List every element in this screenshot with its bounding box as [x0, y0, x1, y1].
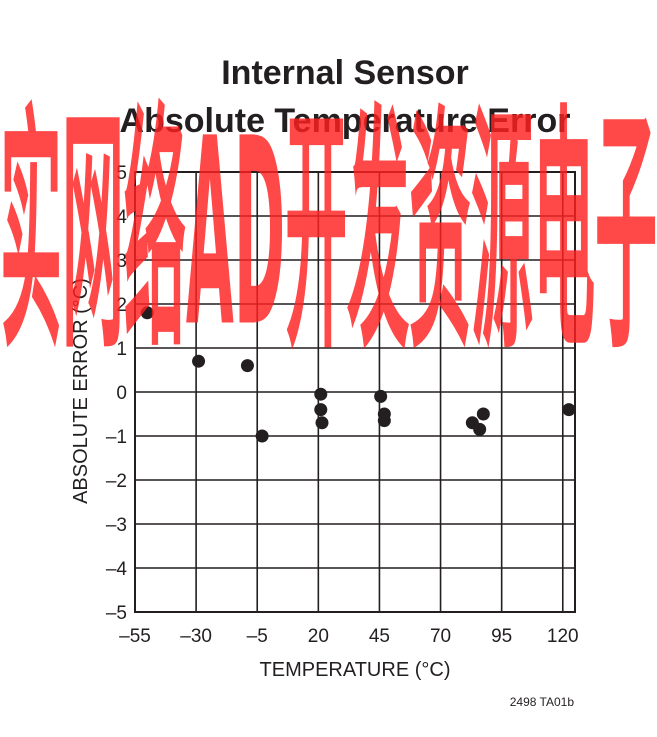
data-point-2	[240, 359, 254, 373]
x-tick-label-2: –5	[247, 626, 268, 647]
data-point-7	[374, 389, 388, 403]
x-tick-label-5: 70	[430, 626, 451, 647]
data-point-12	[476, 407, 490, 421]
x-tick-label-6: 95	[491, 626, 512, 647]
x-axis-label: TEMPERATURE (°C)	[260, 659, 451, 681]
y-tick-label-5: 0	[116, 383, 127, 404]
y-tick-label-9: –4	[106, 559, 128, 580]
y-tick-label-2: 3	[116, 251, 127, 272]
y-tick-label-7: –2	[106, 471, 127, 492]
y-axis-label: ABSOLUTE ERROR (°C)	[70, 278, 92, 504]
data-point-13	[562, 403, 576, 417]
figure-code: 2498 TA01b	[510, 695, 575, 709]
chart-title-line2: Absolute Temperature Error	[120, 102, 571, 140]
data-point-3	[255, 429, 269, 443]
x-tick-label-0: –55	[119, 626, 151, 647]
y-tick-labels: 5 4 3 2 1 0 –1 –2 –3 –4 –5	[106, 163, 128, 624]
chart-title-line1: Internal Sensor	[221, 54, 469, 92]
y-tick-label-8: –3	[106, 515, 127, 536]
data-points	[140, 306, 576, 443]
x-tick-labels: –55 –30 –5 20 45 70 95 120	[119, 626, 578, 647]
data-point-6	[315, 416, 329, 430]
data-point-1	[192, 354, 206, 368]
y-tick-label-0: 5	[116, 163, 127, 184]
y-tick-label-1: 4	[116, 207, 127, 228]
y-tick-label-6: –1	[106, 427, 127, 448]
y-tick-label-4: 1	[116, 339, 127, 360]
data-point-9	[377, 414, 391, 428]
grid	[134, 171, 575, 613]
plot-frame	[134, 171, 576, 613]
data-point-5	[314, 403, 328, 417]
data-point-11	[473, 422, 487, 436]
data-point-0	[140, 306, 154, 320]
data-point-4	[314, 387, 328, 401]
x-tick-label-3: 20	[308, 626, 329, 647]
x-tick-label-4: 45	[369, 626, 390, 647]
y-tick-label-10: –5	[106, 603, 127, 624]
x-tick-label-1: –30	[180, 626, 212, 647]
y-tick-label-3: 2	[116, 295, 127, 316]
x-tick-label-7: 120	[547, 626, 579, 647]
